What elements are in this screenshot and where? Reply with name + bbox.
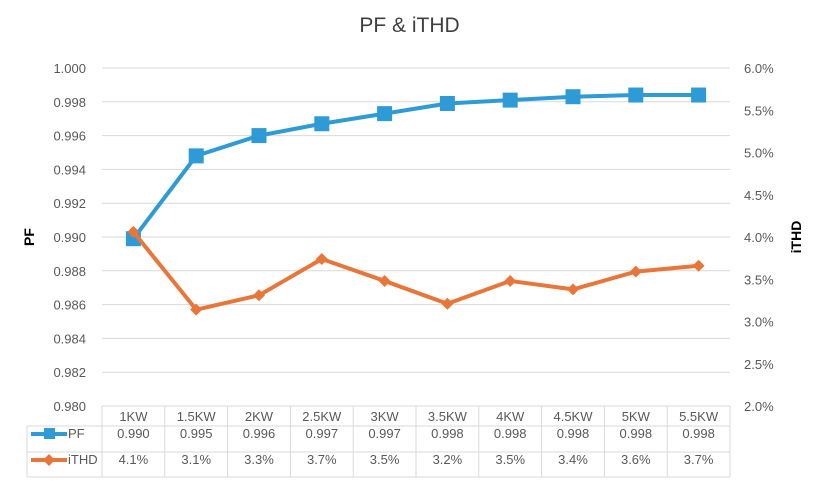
left-tick-label: 1.000 bbox=[53, 61, 86, 76]
right-tick-label: 2.0% bbox=[744, 399, 774, 414]
data-label: 3.4% bbox=[558, 452, 588, 467]
left-tick-label: 0.980 bbox=[53, 399, 86, 414]
x-tick-label: 4KW bbox=[496, 409, 525, 424]
data-point bbox=[692, 259, 705, 272]
data-label: 3.5% bbox=[370, 452, 400, 467]
right-tick-label: 5.5% bbox=[744, 103, 774, 118]
data-label: 0.998 bbox=[494, 426, 527, 441]
series-line-pf bbox=[131, 93, 699, 240]
data-point bbox=[691, 87, 707, 103]
x-tick-label: 2.5KW bbox=[302, 409, 342, 424]
right-tick-label: 3.5% bbox=[744, 272, 774, 287]
x-tick-label: 1.5KW bbox=[177, 409, 217, 424]
data-label: 0.997 bbox=[368, 426, 401, 441]
right-axis-title: iTHD bbox=[788, 221, 804, 254]
left-tick-label: 0.988 bbox=[53, 264, 86, 279]
data-point bbox=[439, 95, 455, 111]
left-tick-label: 0.984 bbox=[53, 331, 86, 346]
x-tick-label: 4.5KW bbox=[553, 409, 593, 424]
data-label: 3.2% bbox=[433, 452, 463, 467]
data-point bbox=[314, 116, 330, 132]
data-label: 3.3% bbox=[244, 452, 274, 467]
x-tick-label: 1KW bbox=[119, 409, 148, 424]
legend-marker bbox=[43, 454, 55, 466]
legend-marker bbox=[44, 428, 55, 439]
data-point bbox=[251, 128, 267, 144]
data-label: 3.5% bbox=[495, 452, 525, 467]
legend-label: iTHD bbox=[68, 452, 98, 467]
right-tick-label: 2.5% bbox=[744, 357, 774, 372]
data-point bbox=[441, 297, 454, 310]
data-point bbox=[377, 106, 393, 122]
data-label: 3.6% bbox=[621, 452, 651, 467]
left-tick-label: 0.992 bbox=[53, 196, 86, 211]
data-label: 0.990 bbox=[117, 426, 150, 441]
data-label: 4.1% bbox=[119, 452, 149, 467]
right-tick-label: 6.0% bbox=[744, 61, 774, 76]
data-point bbox=[127, 225, 140, 238]
left-tick-label: 0.982 bbox=[53, 365, 86, 380]
left-axis-title: PF bbox=[21, 228, 37, 246]
data-label: 0.998 bbox=[620, 426, 653, 441]
data-point bbox=[502, 92, 518, 108]
data-point bbox=[567, 283, 579, 296]
x-tick-label: 3.5KW bbox=[428, 409, 468, 424]
legend-label: PF bbox=[68, 426, 85, 441]
data-label: 0.996 bbox=[243, 426, 276, 441]
right-tick-label: 4.5% bbox=[744, 188, 774, 203]
x-tick-label: 3KW bbox=[371, 409, 400, 424]
data-label: 0.998 bbox=[431, 426, 464, 441]
right-tick-label: 5.0% bbox=[744, 146, 774, 161]
x-tick-label: 5KW bbox=[622, 409, 651, 424]
data-point bbox=[629, 265, 642, 278]
data-point bbox=[628, 87, 644, 103]
series-line-ithd bbox=[131, 230, 699, 312]
left-tick-label: 0.998 bbox=[53, 95, 86, 110]
data-label: 0.995 bbox=[180, 426, 213, 441]
data-label: 3.1% bbox=[181, 452, 211, 467]
right-tick-label: 4.0% bbox=[744, 230, 774, 245]
x-tick-label: 5.5KW bbox=[679, 409, 719, 424]
data-point bbox=[504, 274, 517, 287]
data-label: 3.7% bbox=[684, 452, 714, 467]
data-point bbox=[188, 148, 204, 164]
x-tick-label: 2KW bbox=[245, 409, 274, 424]
data-point bbox=[315, 252, 328, 265]
data-point bbox=[565, 89, 581, 105]
left-tick-label: 0.990 bbox=[53, 230, 86, 245]
data-label: 3.7% bbox=[307, 452, 337, 467]
left-tick-label: 0.986 bbox=[53, 298, 86, 313]
data-point bbox=[378, 274, 391, 287]
data-label: 0.998 bbox=[682, 426, 715, 441]
right-tick-label: 3.0% bbox=[744, 315, 774, 330]
data-label: 0.998 bbox=[557, 426, 590, 441]
data-label: 0.997 bbox=[306, 426, 339, 441]
left-tick-label: 0.996 bbox=[53, 129, 86, 144]
chart-title: PF & iTHD bbox=[359, 14, 460, 37]
left-tick-label: 0.994 bbox=[53, 162, 86, 177]
data-point bbox=[190, 303, 203, 316]
data-point bbox=[253, 289, 265, 302]
